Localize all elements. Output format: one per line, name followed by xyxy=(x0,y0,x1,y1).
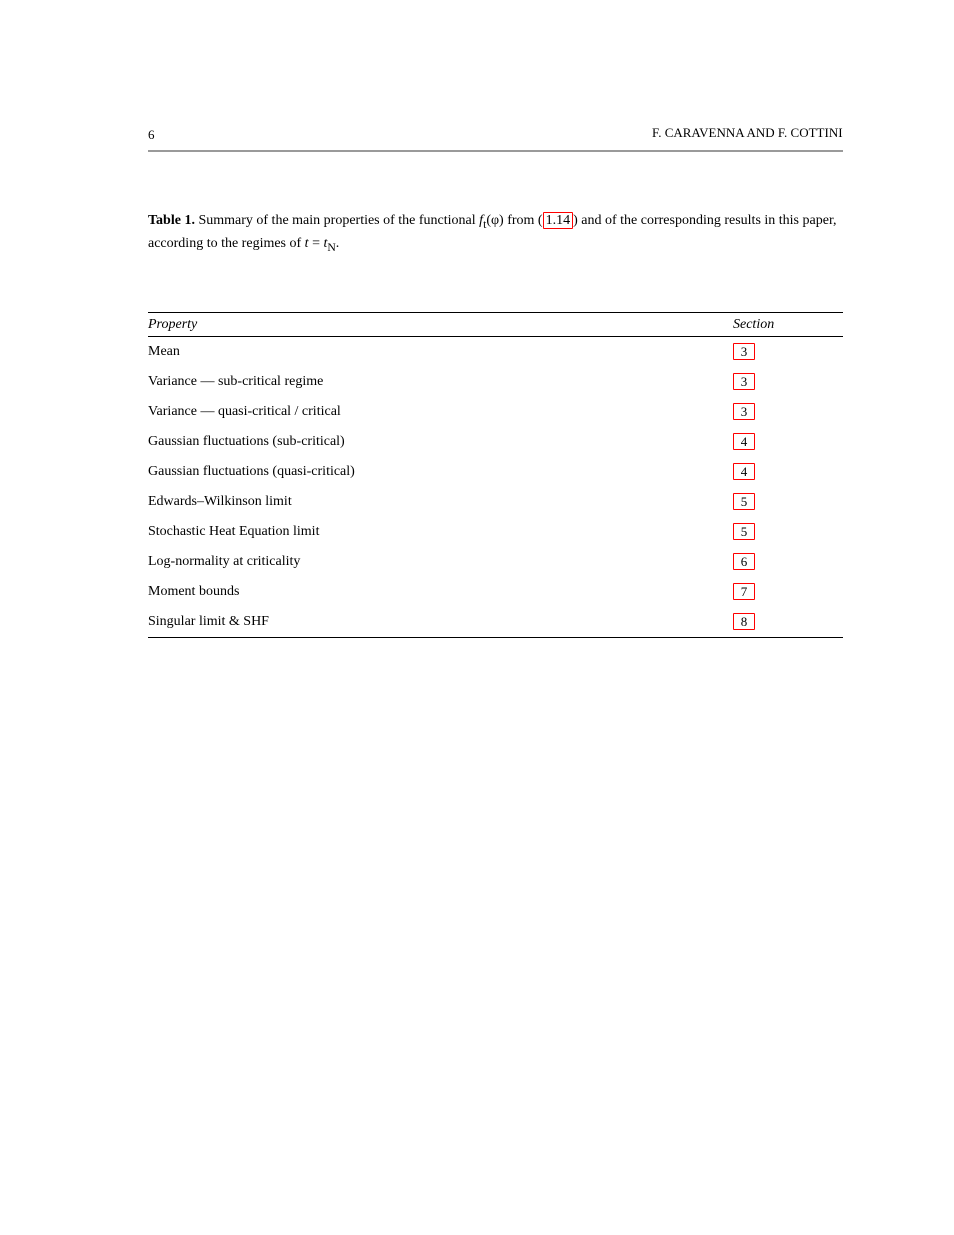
prop-cell: Log-normality at criticality xyxy=(148,554,733,570)
running-head-authors: F. CARAVENNA AND F. COTTINI xyxy=(652,125,843,141)
prop-cell: Mean xyxy=(148,344,733,360)
table-row: Variance — quasi-critical / critical 3 xyxy=(148,397,843,427)
section-link[interactable]: 4 xyxy=(733,433,755,450)
prop-cell: Edwards–Wilkinson limit xyxy=(148,494,733,510)
table-row: Gaussian fluctuations (quasi-critical) 4 xyxy=(148,457,843,487)
prop-cell: Gaussian fluctuations (quasi-critical) xyxy=(148,464,733,480)
section-link[interactable]: 7 xyxy=(733,583,755,600)
caption-func-arg: (φ) xyxy=(486,213,503,228)
section-link[interactable]: 3 xyxy=(733,343,755,360)
table-row: Singular limit & SHF 8 xyxy=(148,607,843,637)
prop-cell: Stochastic Heat Equation limit xyxy=(148,524,733,540)
properties-table: Property Section Mean 3 Variance — sub-c… xyxy=(148,312,843,638)
caption-from-eq: from ( xyxy=(504,213,543,228)
col-header-property: Property xyxy=(148,317,733,333)
table-rule-bottom xyxy=(148,637,843,638)
table-row: Variance — sub-critical regime 3 xyxy=(148,367,843,397)
section-link[interactable]: 8 xyxy=(733,613,755,630)
caption-ref-link[interactable]: 1.14 xyxy=(543,212,574,229)
table-row: Log-normality at criticality 6 xyxy=(148,547,843,577)
caption-period: . xyxy=(336,236,340,251)
caption-text-1: Summary of the main properties of the fu… xyxy=(195,213,479,228)
section-link[interactable]: 5 xyxy=(733,523,755,540)
caption-var-tN-sub: N xyxy=(327,241,335,254)
prop-cell: Gaussian fluctuations (sub-critical) xyxy=(148,434,733,450)
table-row: Stochastic Heat Equation limit 5 xyxy=(148,517,843,547)
table-caption: Table 1. Summary of the main properties … xyxy=(148,210,843,257)
header-rule xyxy=(148,150,843,152)
table-row: Moment bounds 7 xyxy=(148,577,843,607)
table-header-row: Property Section xyxy=(148,313,843,336)
section-link[interactable]: 5 xyxy=(733,493,755,510)
section-link[interactable]: 3 xyxy=(733,403,755,420)
prop-cell: Variance — quasi-critical / critical xyxy=(148,404,733,420)
section-link[interactable]: 4 xyxy=(733,463,755,480)
prop-cell: Singular limit & SHF xyxy=(148,614,733,630)
table-row: Gaussian fluctuations (sub-critical) 4 xyxy=(148,427,843,457)
table-body: Mean 3 Variance — sub-critical regime 3 … xyxy=(148,337,843,637)
caption-eq: = xyxy=(309,236,324,251)
section-link[interactable]: 3 xyxy=(733,373,755,390)
col-header-section: Section xyxy=(733,317,843,333)
table-row: Edwards–Wilkinson limit 5 xyxy=(148,487,843,517)
prop-cell: Variance — sub-critical regime xyxy=(148,374,733,390)
prop-cell: Moment bounds xyxy=(148,584,733,600)
caption-label: Table 1. xyxy=(148,213,195,228)
section-link[interactable]: 6 xyxy=(733,553,755,570)
page: 6 F. CARAVENNA AND F. COTTINI Table 1. S… xyxy=(0,0,954,1235)
table-row: Mean 3 xyxy=(148,337,843,367)
page-number: 6 xyxy=(148,127,155,143)
